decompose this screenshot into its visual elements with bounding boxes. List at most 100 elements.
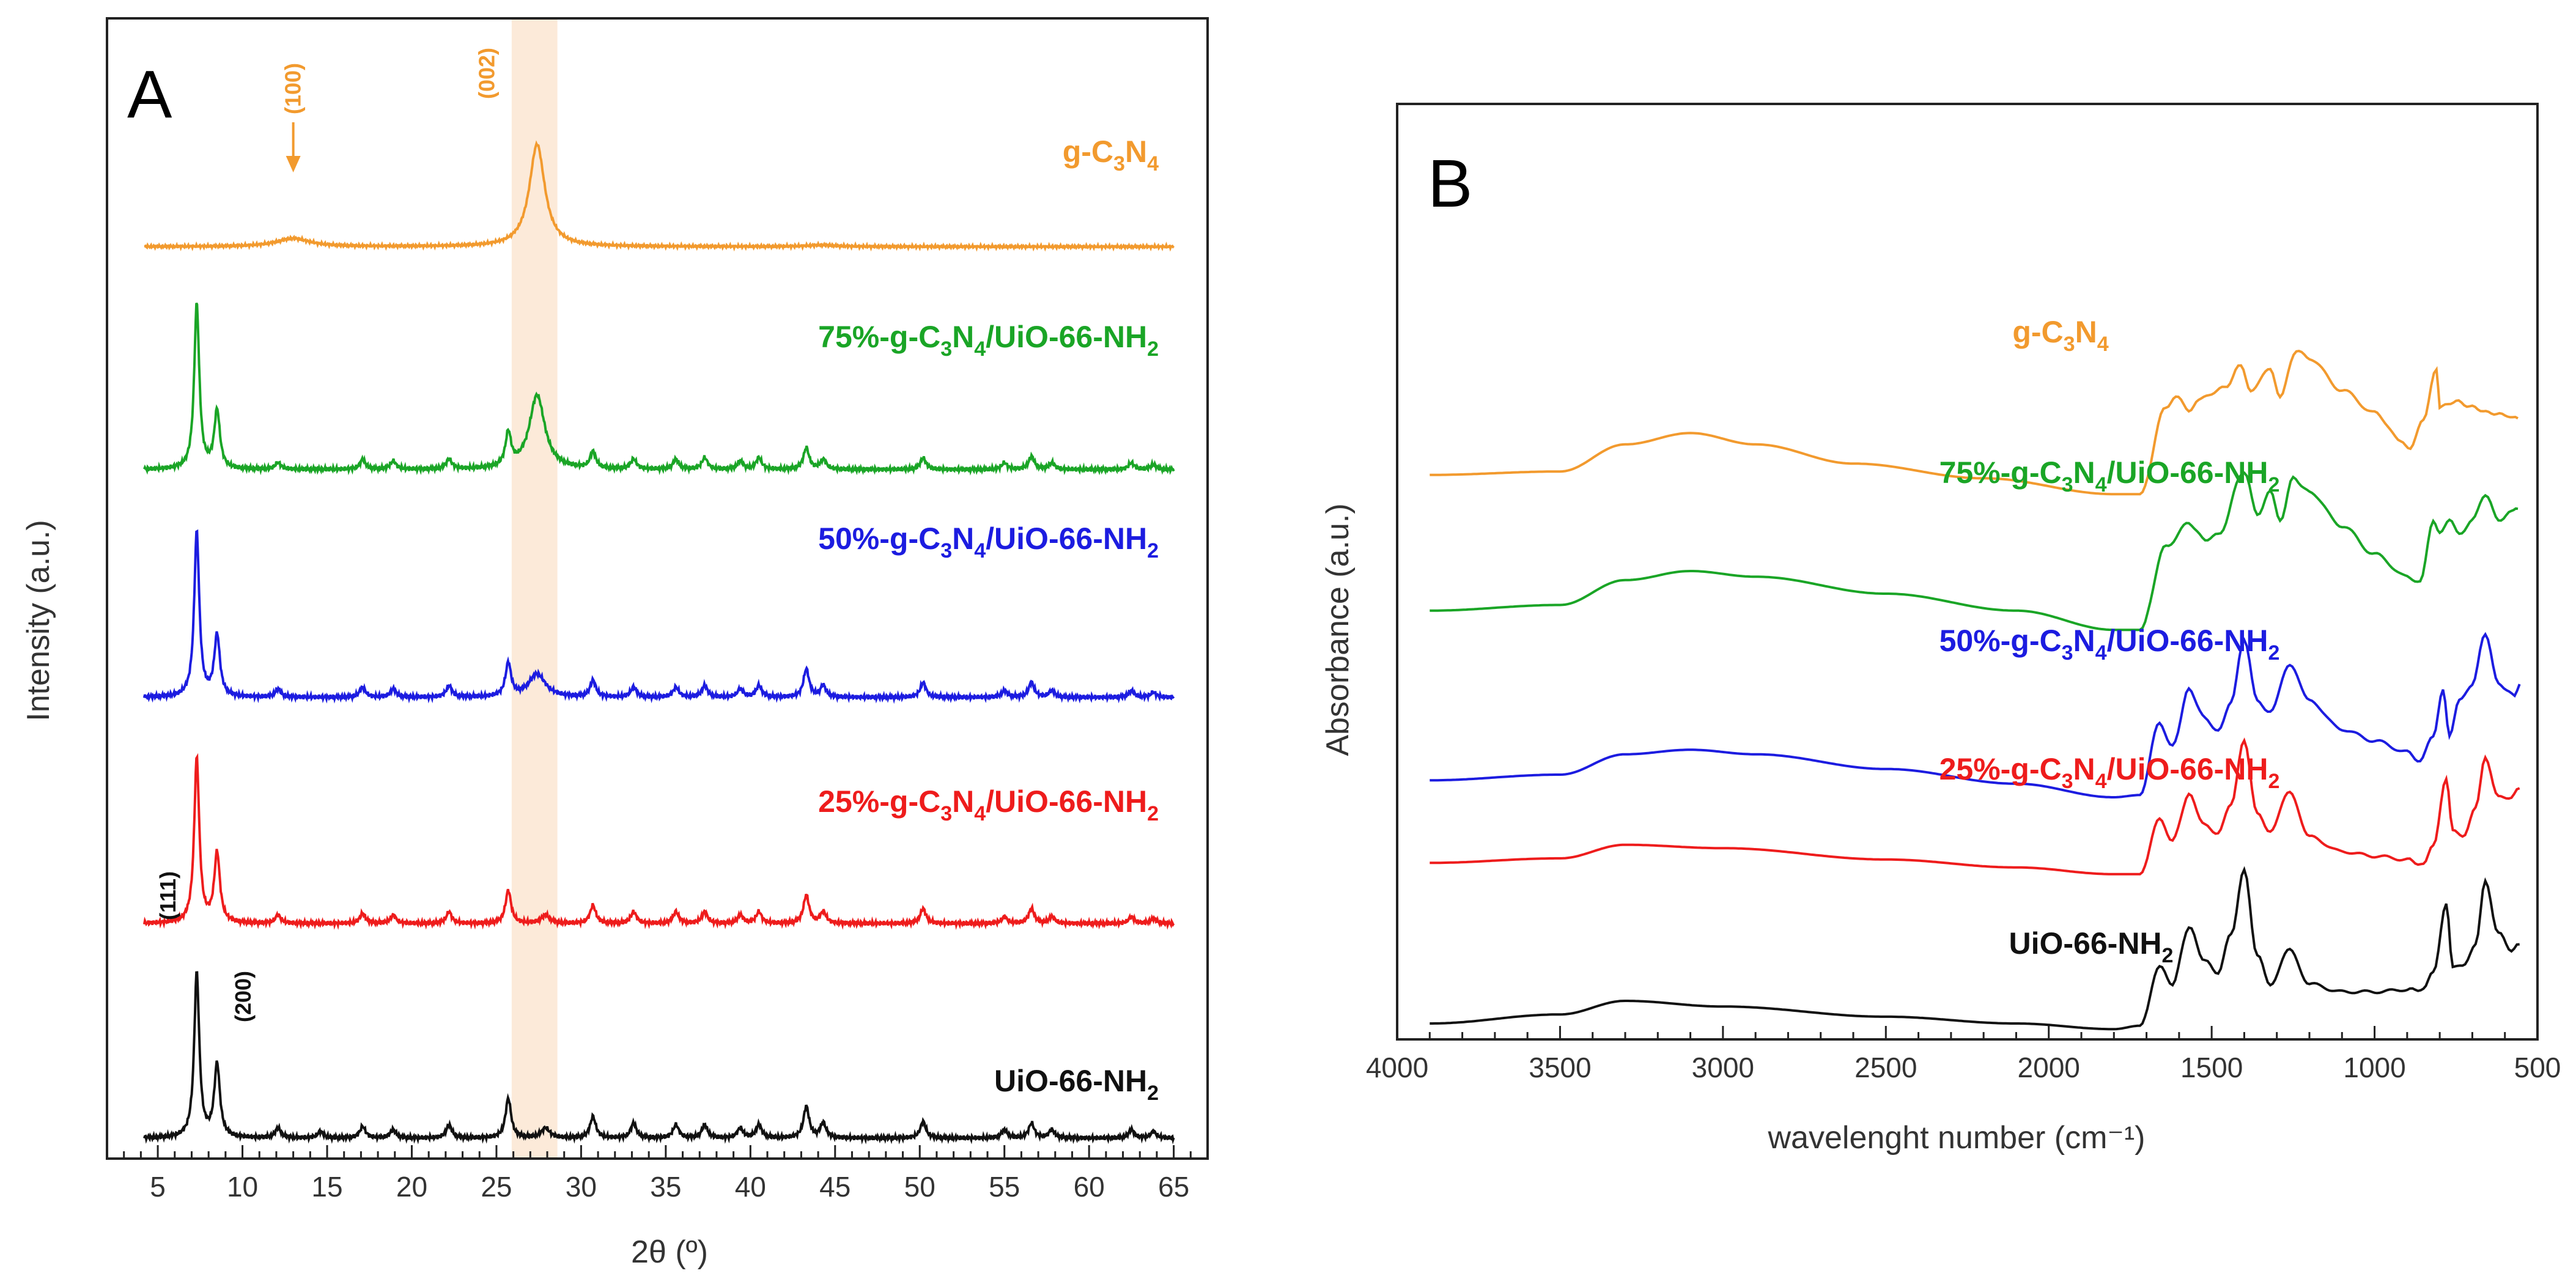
series-label-b-1-part: 2 [2268, 473, 2279, 496]
x-tick-label: 20 [396, 1171, 427, 1203]
x-tick-label: 60 [1074, 1171, 1105, 1203]
panel-b-frame [1396, 103, 2539, 1041]
peak-label-200: (200) [231, 971, 256, 1022]
series-label-2-part: 50%-g-C [818, 522, 940, 556]
x-tick-label: 25 [481, 1171, 512, 1203]
series-label-b-1-part: 4 [2095, 473, 2107, 496]
highlight-band [511, 20, 558, 1157]
panel-a-series [142, 140, 1175, 1145]
series-label-3: 25%-g-C3N4/UiO-66-NH2 [818, 784, 1159, 825]
x-tick-label: 1500 [2180, 1052, 2243, 1083]
x-tick-label: 500 [2514, 1052, 2561, 1083]
panel-b-ftir-chart: 4000 3500 3000 2500 2000 1500 1000 500 g-C3N475… [1320, 103, 2561, 1156]
series-label-b-2-part: /UiO-66-NH [2107, 624, 2268, 658]
x-tick-label: 30 [566, 1171, 597, 1203]
series-label-2: 50%-g-C3N4/UiO-66-NH2 [818, 522, 1159, 562]
x-tick-label: 10 [227, 1171, 258, 1203]
series-label-3-part: 3 [940, 802, 952, 825]
panel-b-x-ticks: 4000 3500 3000 2500 2000 1500 1000 500 [1366, 1026, 2561, 1083]
series-label-b-1-part: 75%-g-C [1939, 455, 2062, 490]
panel-a-series-labels: g-C3N475%-g-C3N4/UiO-66-NH250%-g-C3N4/Ui… [818, 135, 1159, 1105]
x-tick-label: 3000 [1692, 1052, 1754, 1083]
x-tick-label: 2500 [1854, 1052, 1917, 1083]
series-label-b-0-part: 4 [2097, 333, 2109, 356]
panel-a-frame [106, 17, 1209, 1160]
series-label-b-2-part: 50%-g-C [1939, 624, 2062, 658]
series-line-75-g-c3n4-uio-66-nh2 [1430, 471, 2519, 632]
series-label-b-3-part: 4 [2095, 770, 2107, 793]
series-label-1-part: 3 [940, 337, 952, 361]
series-label-b-3-part: 25%-g-C [1939, 752, 2062, 786]
series-label-2-part: 3 [940, 539, 952, 562]
series-label-1-part: /UiO-66-NH [986, 320, 1147, 354]
series-line-50-g-c3n4-uio-66-nh2 [142, 529, 1175, 704]
panel-a-xrd-chart: 5 10 15 20 25 30 35 40 45 50 55 60 65 (100) (002) (111… [21, 17, 1209, 1270]
series-label-b-1-part: 3 [2062, 473, 2073, 496]
series-label-1-part: 2 [1147, 337, 1159, 361]
series-line-25-g-c3n4-uio-66-nh2 [142, 753, 1175, 931]
series-label-2-part: N [952, 522, 974, 556]
series-label-2-part: 4 [974, 539, 986, 562]
series-label-b-4-part: UiO-66-NH [2009, 926, 2162, 961]
series-line-g-c3n4 [1430, 350, 2519, 496]
series-label-b-0: g-C3N4 [2012, 315, 2108, 356]
series-label-b-0-part: g-C [2012, 315, 2063, 349]
series-line-25-g-c3n4-uio-66-nh2 [1430, 737, 2520, 876]
series-label-3-part: /UiO-66-NH [986, 784, 1147, 819]
series-label-b-2-part: 3 [2062, 641, 2073, 665]
peak-arrowhead-100 [286, 156, 301, 172]
x-tick-label: 4000 [1366, 1052, 1428, 1083]
series-line-uio-66-nh2 [143, 971, 1175, 1145]
series-label-3-part: 2 [1147, 802, 1159, 825]
series-label-b-2-part: 2 [2268, 641, 2279, 665]
panel-a-y-axis-title: Intensity (a.u.) [21, 520, 56, 721]
x-tick-label: 3500 [1529, 1052, 1591, 1083]
series-label-b-3-part: 2 [2268, 770, 2279, 793]
x-tick-label: 55 [989, 1171, 1020, 1203]
series-label-4: UiO-66-NH2 [994, 1064, 1159, 1105]
x-tick-label: 40 [735, 1171, 766, 1203]
series-label-3-part: 25%-g-C [818, 784, 940, 819]
series-line-50-g-c3n4-uio-66-nh2 [1430, 632, 2521, 798]
panel-a-letter: A [127, 57, 172, 132]
series-line-uio-66-nh2 [1430, 866, 2520, 1031]
series-label-b-2-part: 4 [2095, 641, 2107, 665]
series-label-3-part: N [952, 784, 974, 819]
x-tick-label: 2000 [2018, 1052, 2080, 1083]
x-tick-label: 50 [904, 1171, 936, 1203]
panel-b-letter: B [1428, 146, 1472, 221]
series-label-1-part: 75%-g-C [818, 320, 940, 354]
series-line-75-g-c3n4-uio-66-nh2 [143, 302, 1175, 476]
x-tick-label: 35 [650, 1171, 681, 1203]
series-label-2-part: 2 [1147, 539, 1159, 562]
series-label-b-4: UiO-66-NH2 [2009, 926, 2174, 967]
series-label-b-4-part: 2 [2162, 944, 2174, 967]
series-label-b-1-part: /UiO-66-NH [2107, 455, 2268, 490]
series-label-b-3-part: N [2073, 752, 2095, 786]
series-label-b-2: 50%-g-C3N4/UiO-66-NH2 [1939, 624, 2280, 665]
series-label-4-part: 2 [1147, 1082, 1159, 1105]
series-label-b-3: 25%-g-C3N4/UiO-66-NH2 [1939, 752, 2280, 793]
x-tick-label: 45 [819, 1171, 851, 1203]
peak-label-002: (002) [474, 48, 499, 99]
series-label-2-part: /UiO-66-NH [986, 522, 1147, 556]
x-tick-label: 5 [150, 1171, 166, 1203]
series-label-b-3-part: /UiO-66-NH [2107, 752, 2268, 786]
series-line-g-c3n4 [144, 140, 1175, 252]
series-label-0: g-C3N4 [1063, 135, 1159, 175]
panel-a-x-ticks: 5 10 15 20 25 30 35 40 45 50 55 60 65 [123, 1145, 1192, 1203]
panel-b-series-labels: g-C3N475%-g-C3N4/UiO-66-NH250%-g-C3N4/Ui… [1939, 315, 2280, 967]
series-label-b-0-part: 3 [2064, 333, 2075, 356]
x-tick-label: 15 [311, 1171, 342, 1203]
series-label-0-part: g-C [1063, 135, 1113, 169]
series-label-1: 75%-g-C3N4/UiO-66-NH2 [818, 320, 1159, 361]
series-label-0-part: N [1125, 135, 1147, 169]
series-label-0-part: 3 [1113, 152, 1125, 175]
panel-a-annotations: (100) (002) (111) (200) [155, 48, 500, 1022]
series-label-b-3-part: 3 [2062, 770, 2073, 793]
series-label-1-part: N [952, 320, 974, 354]
panel-b-y-axis-title: Absorbance (a.u.) [1320, 503, 1356, 756]
series-label-1-part: 4 [974, 337, 986, 361]
series-label-b-2-part: N [2073, 624, 2095, 658]
